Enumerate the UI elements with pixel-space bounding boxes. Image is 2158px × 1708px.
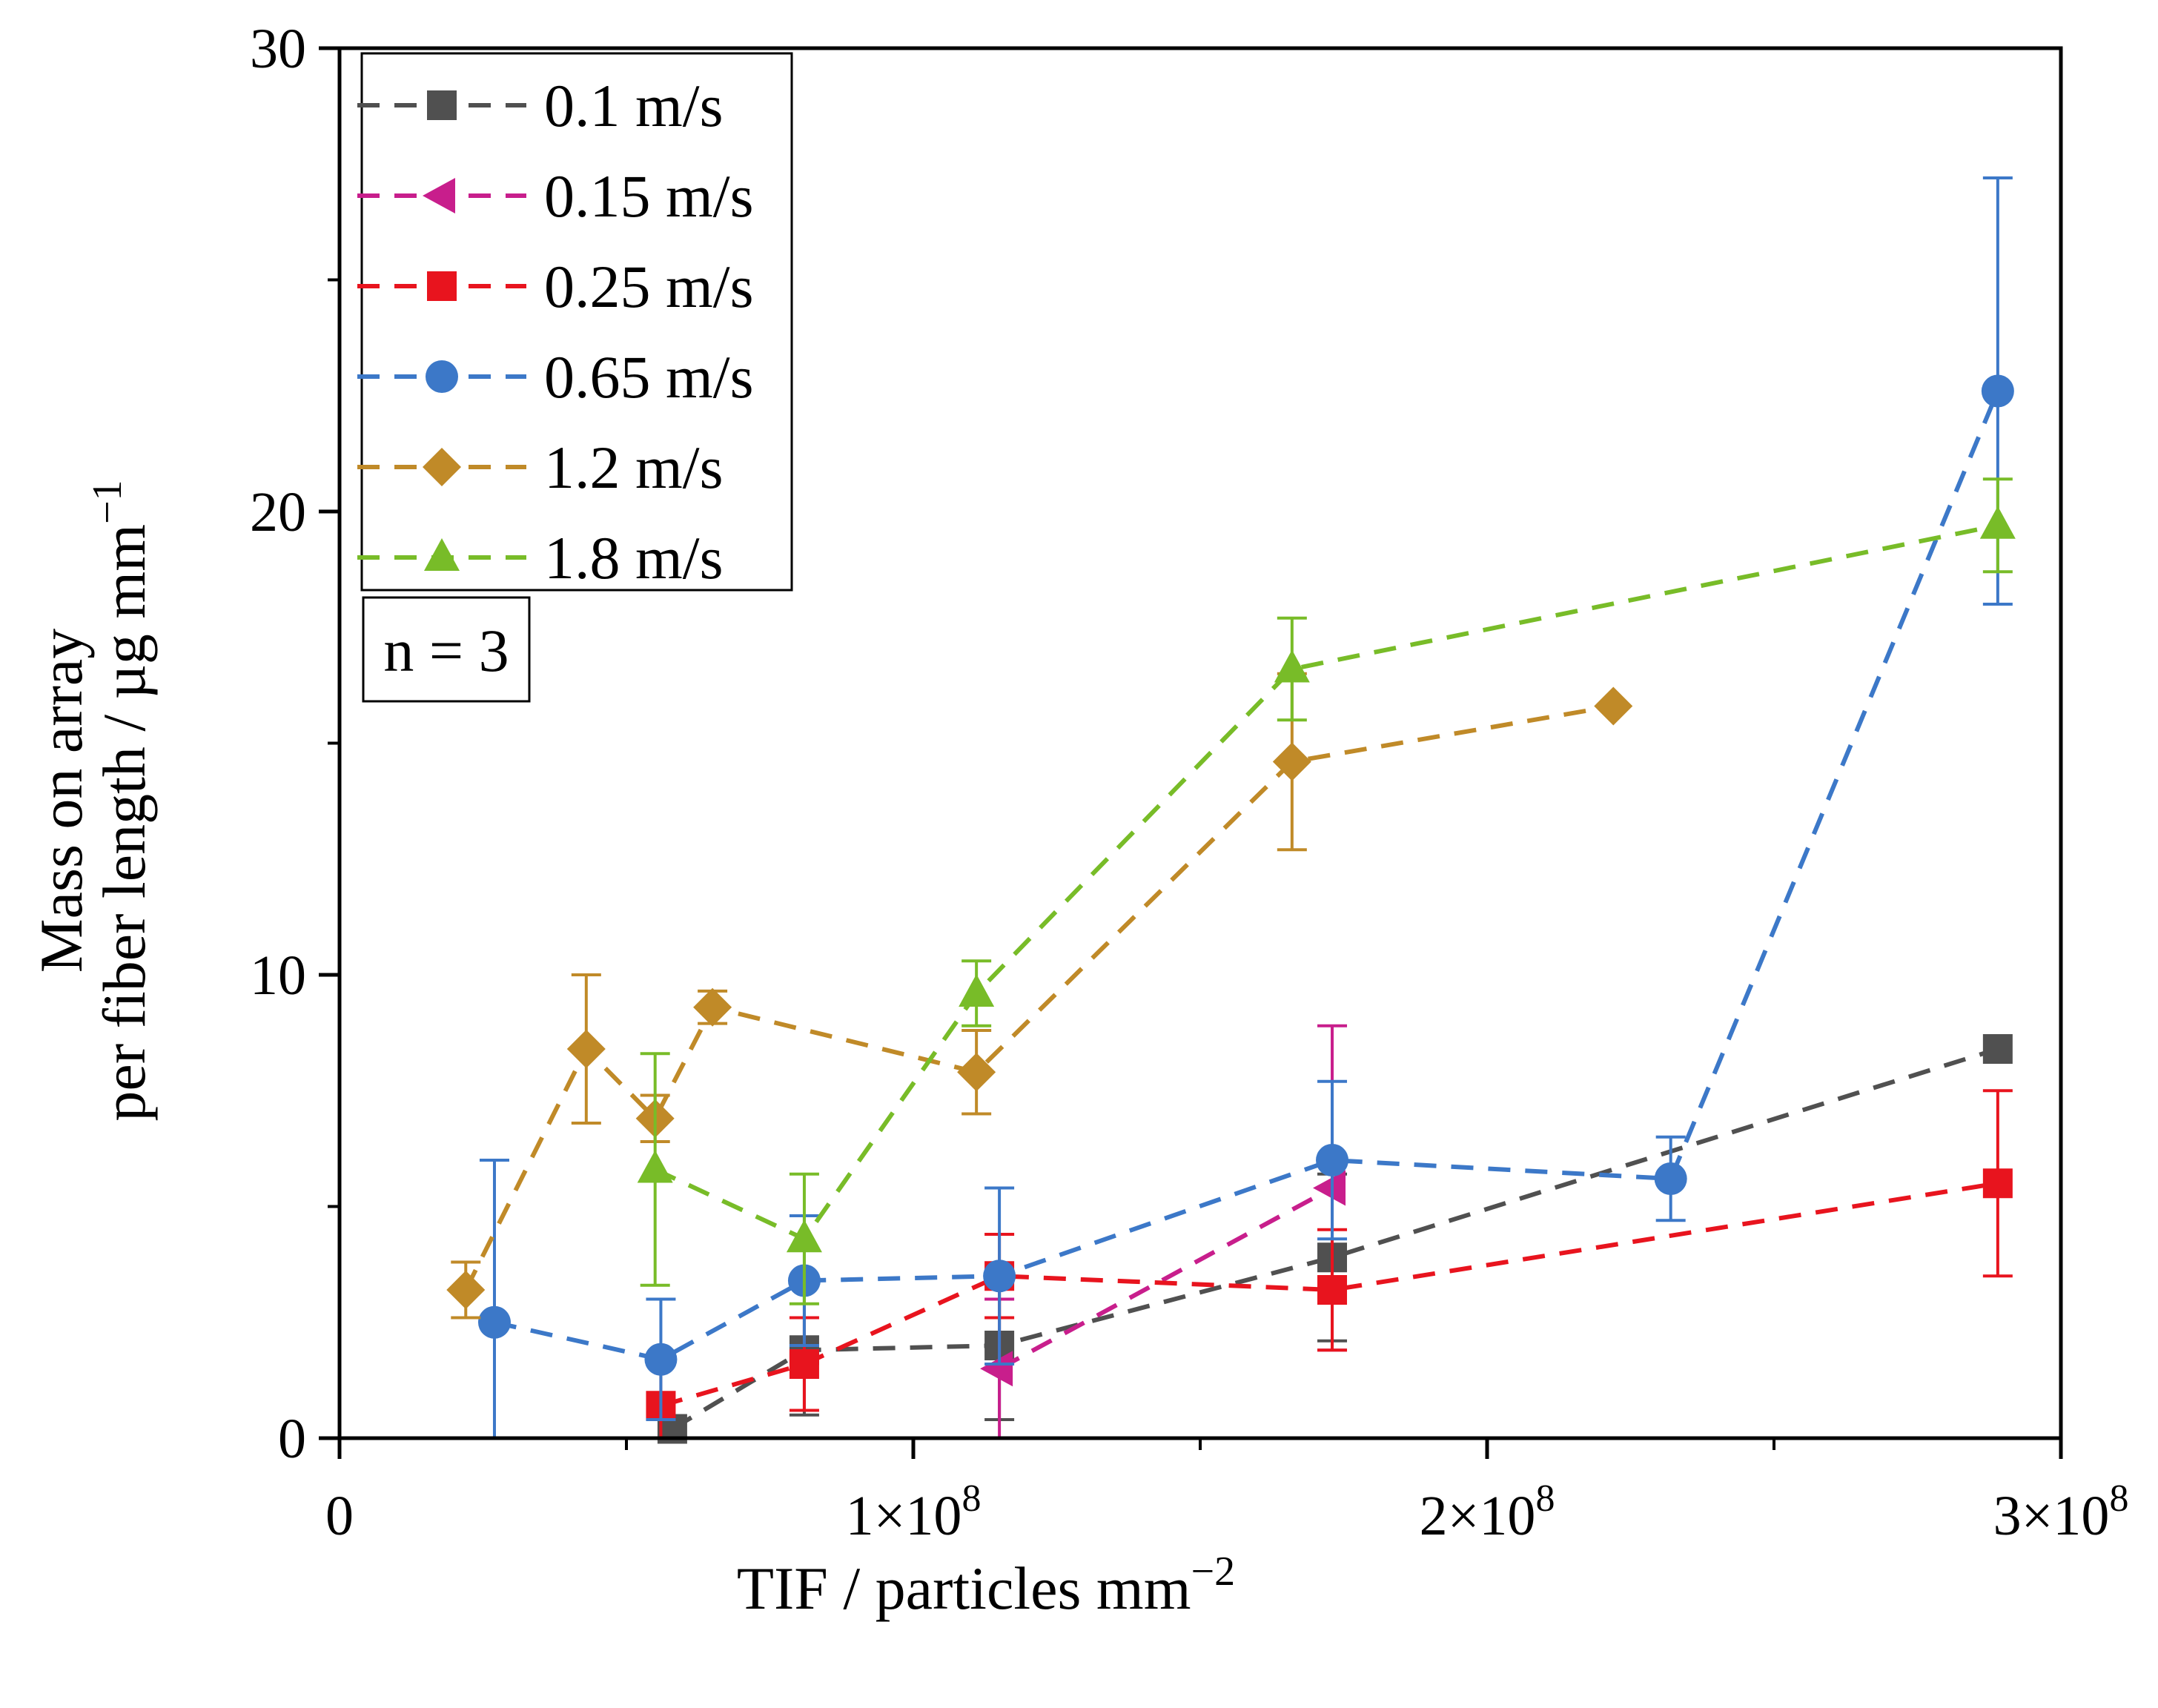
legend: 0.1 m/s 0.15 m/s 0.25 m/s 0.65 m/s 1.2 m/s 1.… <box>357 52 793 592</box>
x-tick-label: 1×108 <box>846 1477 982 1547</box>
data-point <box>957 1053 996 1092</box>
data-point <box>1317 1275 1348 1305</box>
y-axis-title-line1: Mass on array <box>27 629 95 973</box>
y-axis-title: Mass on array per fiber length / µg mm−1 <box>27 480 158 1121</box>
series-4 <box>446 672 1633 1320</box>
series-line <box>998 1185 1334 1371</box>
data-point <box>1982 1034 2013 1064</box>
x-axis-title-main: TIF / particles mm <box>737 1555 1191 1622</box>
y-tick-label: 10 <box>250 944 306 1007</box>
legend-label: 1.2 m/s <box>544 434 723 501</box>
data-point <box>446 1271 486 1309</box>
data-point <box>644 1343 678 1376</box>
data-point <box>637 1150 673 1183</box>
legend-box <box>360 52 793 592</box>
y-axis-title-line2: per fiber length / µg mm−1 <box>85 480 158 1121</box>
data-point <box>1654 1162 1687 1195</box>
data-point <box>959 974 995 1007</box>
x-axis-title-exponent: −2 <box>1191 1549 1236 1595</box>
sample-size-text: n = 3 <box>383 617 509 684</box>
legend-entry-5: 1.8 m/s <box>357 524 723 592</box>
data-point <box>786 1219 822 1253</box>
data-point <box>1982 1168 2013 1199</box>
sample-size-box <box>362 596 531 703</box>
legend-label: 0.1 m/s <box>544 72 723 139</box>
legend-marker <box>426 360 458 393</box>
y-tick-label: 30 <box>250 18 306 80</box>
legend-marker <box>423 178 455 214</box>
x-tick-label-text: 2×10 <box>1420 1485 1536 1547</box>
data-point <box>1272 742 1311 781</box>
legend-marker <box>427 90 457 120</box>
data-point <box>693 987 732 1027</box>
data-point <box>789 1349 819 1379</box>
legend-entry-2: 0.25 m/s <box>357 253 753 320</box>
x-tick-label-exponent: 8 <box>961 1477 981 1520</box>
x-tick-label: 2×108 <box>1420 1477 1555 1547</box>
legend-entry-1: 0.15 m/s <box>357 162 753 230</box>
x-tick-label-text: 1×10 <box>846 1485 962 1547</box>
legend-entry-3: 0.65 m/s <box>357 343 753 411</box>
x-tick-label-exponent: 8 <box>2109 1477 2128 1520</box>
legend-entry-4: 1.2 m/s <box>357 434 723 501</box>
data-point <box>980 1351 1013 1387</box>
y-axis-title-exponent: −1 <box>85 480 130 524</box>
legend-label: 0.65 m/s <box>544 343 753 411</box>
x-tick-label-text: 3×10 <box>1993 1485 2110 1547</box>
legend-label: 0.15 m/s <box>544 162 753 230</box>
legend-marker <box>427 271 457 301</box>
x-tick-label: 3×108 <box>1993 1477 2129 1547</box>
data-point <box>1981 374 2014 408</box>
data-point <box>1313 1170 1346 1206</box>
legend-label: 0.25 m/s <box>544 253 753 320</box>
data-point <box>477 1305 511 1339</box>
legend-entry-0: 0.1 m/s <box>357 72 723 139</box>
legend-label: 1.8 m/s <box>544 524 723 592</box>
y-tick-label: 0 <box>278 1408 306 1470</box>
axis-ticks <box>319 46 2063 1459</box>
x-tick-label: 0 <box>325 1485 354 1547</box>
x-tick-label-text: 0 <box>325 1485 354 1547</box>
series-5 <box>637 477 2016 1305</box>
x-axis-title: TIF / particles mm−2 <box>737 1549 1235 1622</box>
x-tick-label-exponent: 8 <box>1535 1477 1555 1520</box>
y-tick-label: 20 <box>250 481 306 543</box>
data-point <box>1316 1144 1349 1176</box>
legend-marker <box>424 538 460 571</box>
series-layer <box>446 176 2016 1444</box>
legend-marker <box>423 448 461 486</box>
data-point <box>1594 686 1633 726</box>
legend-entries: 0.1 m/s 0.15 m/s 0.25 m/s 0.65 m/s 1.2 m/s 1.… <box>357 72 753 592</box>
y-axis-title-main: per fiber length / µg mm <box>90 524 158 1122</box>
data-point <box>983 1260 1016 1293</box>
data-point <box>1979 506 2016 539</box>
sample-size-note: n = 3 <box>362 596 531 703</box>
data-point <box>566 1030 606 1068</box>
data-point <box>1274 649 1310 683</box>
